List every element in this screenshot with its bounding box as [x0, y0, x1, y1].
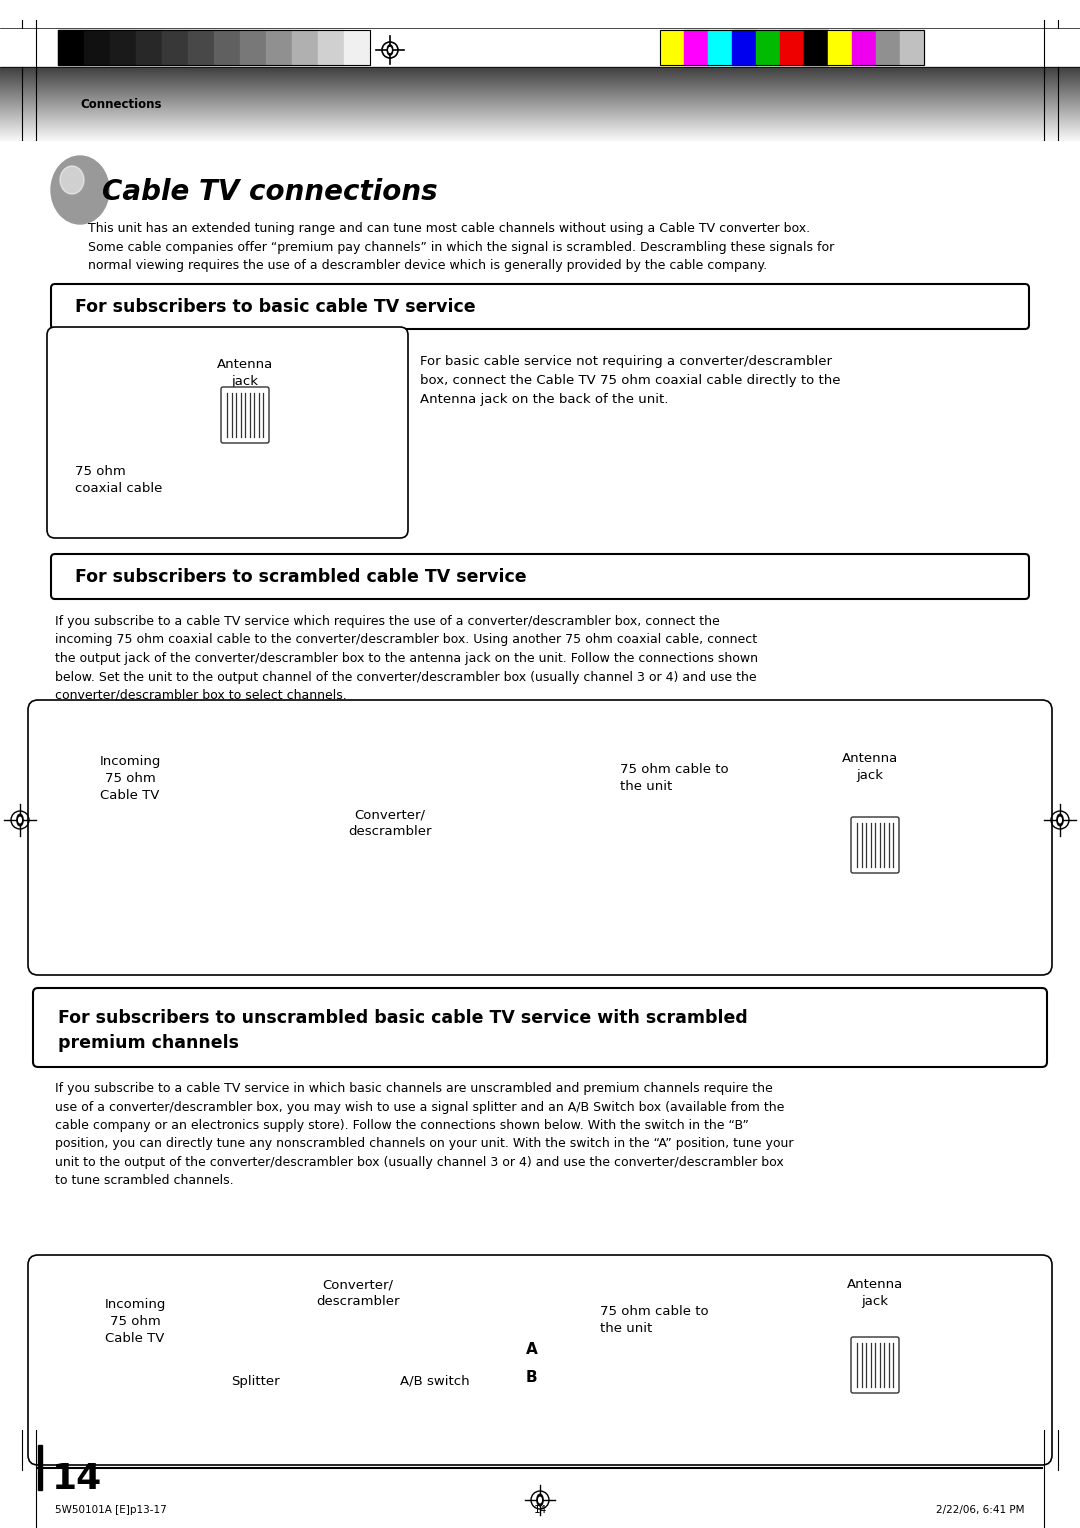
Text: For subscribers to unscrambled basic cable TV service with scrambled
premium cha: For subscribers to unscrambled basic cab…: [58, 1008, 747, 1051]
Bar: [240, 31, 266, 66]
Bar: [345, 31, 370, 66]
FancyBboxPatch shape: [51, 555, 1029, 599]
Text: This unit has an extended tuning range and can tune most cable channels without : This unit has an extended tuning range a…: [87, 222, 834, 272]
Bar: [266, 31, 292, 66]
Text: A: A: [526, 1343, 538, 1357]
Ellipse shape: [1057, 814, 1063, 825]
Text: A/B switch: A/B switch: [401, 1375, 470, 1387]
Bar: [292, 31, 318, 66]
Bar: [38, 1445, 42, 1490]
FancyBboxPatch shape: [851, 1337, 899, 1394]
Text: Cable TV connections: Cable TV connections: [102, 177, 437, 206]
Text: 75 ohm cable to
the unit: 75 ohm cable to the unit: [620, 762, 729, 793]
Bar: [756, 31, 780, 66]
Bar: [188, 31, 214, 66]
Bar: [58, 31, 84, 66]
Text: 5W50101A [E]p13-17: 5W50101A [E]p13-17: [55, 1505, 166, 1514]
Bar: [684, 31, 708, 66]
Bar: [318, 31, 345, 66]
Ellipse shape: [18, 817, 22, 822]
Text: Incoming
75 ohm
Cable TV: Incoming 75 ohm Cable TV: [105, 1297, 165, 1345]
Text: 14: 14: [534, 1505, 546, 1514]
Bar: [660, 31, 924, 66]
Bar: [780, 31, 804, 66]
Ellipse shape: [17, 814, 23, 825]
Bar: [708, 31, 732, 66]
Text: Converter/
descrambler: Converter/ descrambler: [348, 808, 432, 837]
Bar: [136, 31, 162, 66]
Bar: [876, 31, 900, 66]
Bar: [852, 31, 876, 66]
Bar: [84, 31, 110, 66]
Ellipse shape: [1058, 817, 1062, 822]
Ellipse shape: [537, 1494, 543, 1507]
Text: For subscribers to scrambled cable TV service: For subscribers to scrambled cable TV se…: [75, 567, 527, 585]
Text: Incoming
75 ohm
Cable TV: Incoming 75 ohm Cable TV: [99, 755, 161, 802]
Text: Antenna
jack: Antenna jack: [217, 358, 273, 388]
Bar: [804, 31, 828, 66]
FancyBboxPatch shape: [33, 989, 1047, 1067]
Bar: [660, 31, 684, 66]
Text: Antenna
jack: Antenna jack: [847, 1277, 903, 1308]
Text: For subscribers to basic cable TV service: For subscribers to basic cable TV servic…: [75, 298, 475, 315]
Text: B: B: [526, 1371, 538, 1386]
Bar: [58, 31, 370, 66]
Text: 14: 14: [52, 1462, 103, 1496]
Bar: [732, 31, 756, 66]
Ellipse shape: [60, 167, 84, 194]
Bar: [900, 31, 924, 66]
Text: If you subscribe to a cable TV service in which basic channels are unscrambled a: If you subscribe to a cable TV service i…: [55, 1082, 794, 1187]
Bar: [110, 31, 136, 66]
FancyBboxPatch shape: [51, 284, 1029, 329]
Text: 75 ohm
coaxial cable: 75 ohm coaxial cable: [75, 465, 162, 495]
Text: Converter/
descrambler: Converter/ descrambler: [316, 1277, 400, 1308]
Ellipse shape: [389, 47, 391, 52]
Text: Connections: Connections: [80, 98, 162, 112]
FancyBboxPatch shape: [48, 327, 408, 538]
Bar: [828, 31, 852, 66]
Text: If you subscribe to a cable TV service which requires the use of a converter/des: If you subscribe to a cable TV service w…: [55, 614, 758, 701]
FancyBboxPatch shape: [221, 387, 269, 443]
Text: 75 ohm cable to
the unit: 75 ohm cable to the unit: [600, 1305, 708, 1335]
FancyBboxPatch shape: [28, 1254, 1052, 1465]
Text: Antenna
jack: Antenna jack: [842, 752, 899, 782]
Text: For basic cable service not requiring a converter/descrambler
box, connect the C: For basic cable service not requiring a …: [420, 354, 840, 406]
Text: Splitter: Splitter: [231, 1375, 280, 1387]
FancyBboxPatch shape: [851, 817, 899, 872]
Bar: [214, 31, 240, 66]
Bar: [162, 31, 188, 66]
Ellipse shape: [539, 1497, 541, 1502]
Ellipse shape: [51, 156, 109, 225]
Ellipse shape: [388, 44, 393, 55]
FancyBboxPatch shape: [28, 700, 1052, 975]
Text: 2/22/06, 6:41 PM: 2/22/06, 6:41 PM: [936, 1505, 1025, 1514]
